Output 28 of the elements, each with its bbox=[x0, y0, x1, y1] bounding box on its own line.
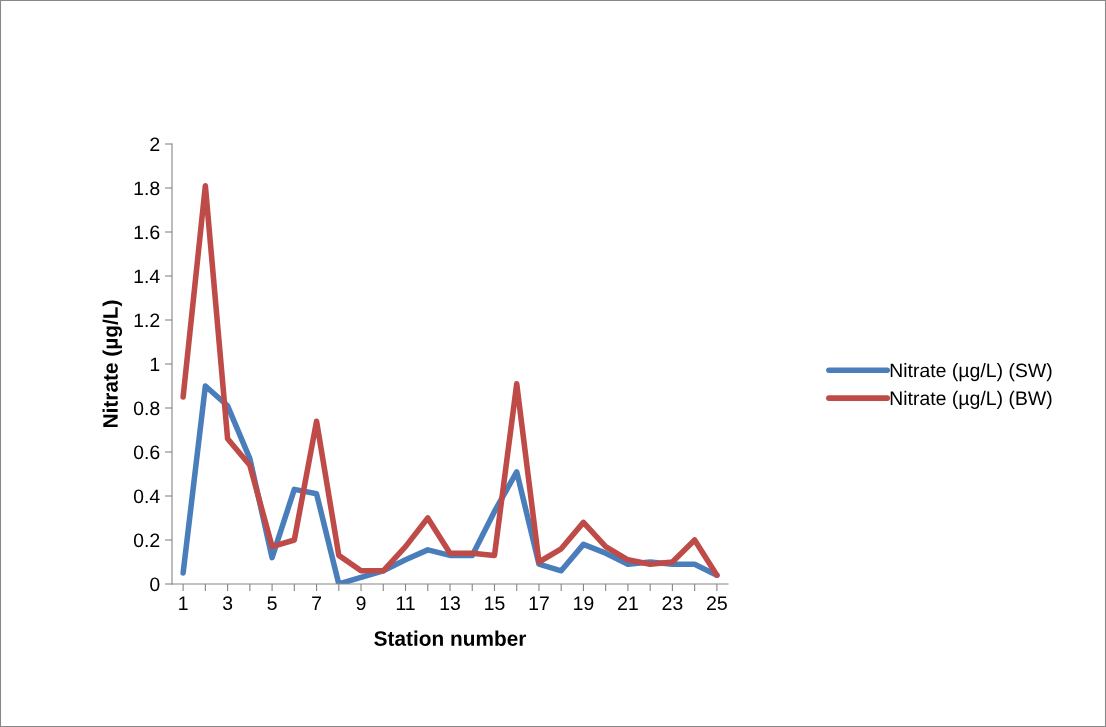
y-tick-label: 1.4 bbox=[134, 269, 160, 284]
y-tick-label: 1.2 bbox=[134, 313, 160, 328]
x-tick-label: 23 bbox=[662, 596, 683, 611]
x-axis-title: Station number bbox=[374, 630, 527, 646]
y-tick-label: 0.6 bbox=[133, 445, 160, 460]
x-tick-label: 1 bbox=[179, 596, 188, 610]
legend-label: Nitrate (µg/L) (BW) bbox=[890, 390, 1052, 409]
y-tick-label: 2 bbox=[150, 137, 160, 152]
y-tick-label: 1 bbox=[150, 357, 160, 372]
x-tick-label: 13 bbox=[440, 596, 460, 611]
x-tick-label: 11 bbox=[396, 596, 415, 610]
y-tick-label: 0.2 bbox=[133, 533, 160, 548]
x-tick-label: 9 bbox=[356, 596, 366, 611]
x-tick-label: 17 bbox=[529, 596, 549, 610]
y-tick-label: 0 bbox=[150, 577, 160, 592]
x-tick-label: 3 bbox=[222, 596, 233, 611]
y-tick-label: 0.4 bbox=[133, 489, 160, 504]
legend-label: Nitrate (µg/L) (SW) bbox=[890, 363, 1052, 382]
y-tick-label: 1.8 bbox=[134, 181, 160, 196]
x-tick-label: 5 bbox=[267, 596, 277, 611]
y-tick-label: 0.8 bbox=[133, 401, 160, 416]
y-tick-label: 1.6 bbox=[134, 225, 160, 240]
x-tick-label: 7 bbox=[312, 596, 321, 610]
y-axis-title: Nitrate (µg/L) bbox=[102, 300, 123, 428]
x-tick-label: 25 bbox=[707, 596, 727, 611]
x-tick-label: 19 bbox=[574, 596, 594, 611]
x-tick-label: 15 bbox=[485, 596, 505, 611]
x-tick-label: 21 bbox=[618, 596, 638, 610]
